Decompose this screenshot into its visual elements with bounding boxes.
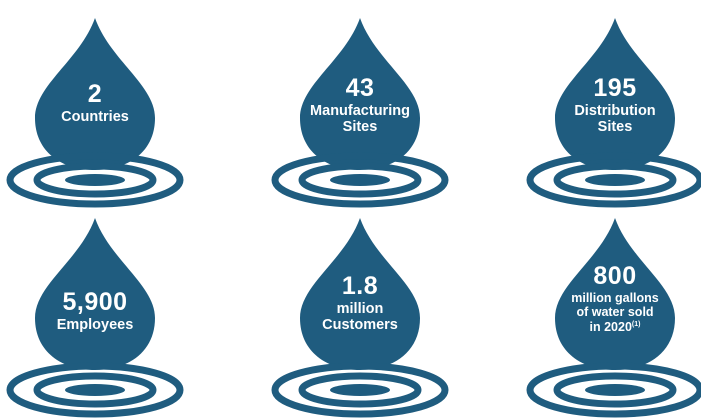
stat-customers: 1.8 million Customers (265, 210, 455, 420)
stat-label: Manufacturing (310, 102, 410, 119)
stat-distribution-sites: 195 Distribution Sites (520, 0, 701, 210)
stat-water-sold: 800 million gallons of water sold in 202… (520, 210, 701, 420)
stat-label: million gallons (571, 290, 659, 305)
stat-label-with-footnote: in 2020(1) (540, 320, 690, 334)
stat-value: 5,900 (62, 288, 128, 316)
stat-value: 43 (345, 74, 375, 102)
water-drop-icon (526, 218, 701, 418)
stat-manufacturing-sites: 43 Manufacturing Sites (265, 0, 455, 210)
stat-label: Employees (56, 316, 134, 333)
stat-label: Sites (342, 119, 378, 136)
stat-label: of water sold (576, 305, 654, 320)
footnote-marker: (1) (631, 320, 641, 328)
water-drop-icon (6, 18, 184, 208)
stat-label: Distribution (574, 102, 656, 119)
stat-label: million (336, 300, 384, 317)
water-drop-icon (271, 218, 449, 418)
stat-label: Customers (322, 317, 398, 334)
stat-value: 800 (593, 262, 637, 290)
stat-label: in 2020 (589, 319, 632, 334)
stat-value: 2 (87, 80, 103, 108)
stat-label: Countries (61, 108, 129, 125)
water-drop-icon (526, 18, 701, 208)
water-drop-icon (6, 218, 184, 418)
stat-employees: 5,900 Employees (0, 210, 190, 420)
water-drop-icon (271, 18, 449, 208)
stat-label: Sites (597, 119, 633, 136)
stat-value: 195 (593, 74, 637, 102)
stat-value: 1.8 (341, 272, 379, 300)
stat-countries: 2 Countries (0, 0, 190, 210)
